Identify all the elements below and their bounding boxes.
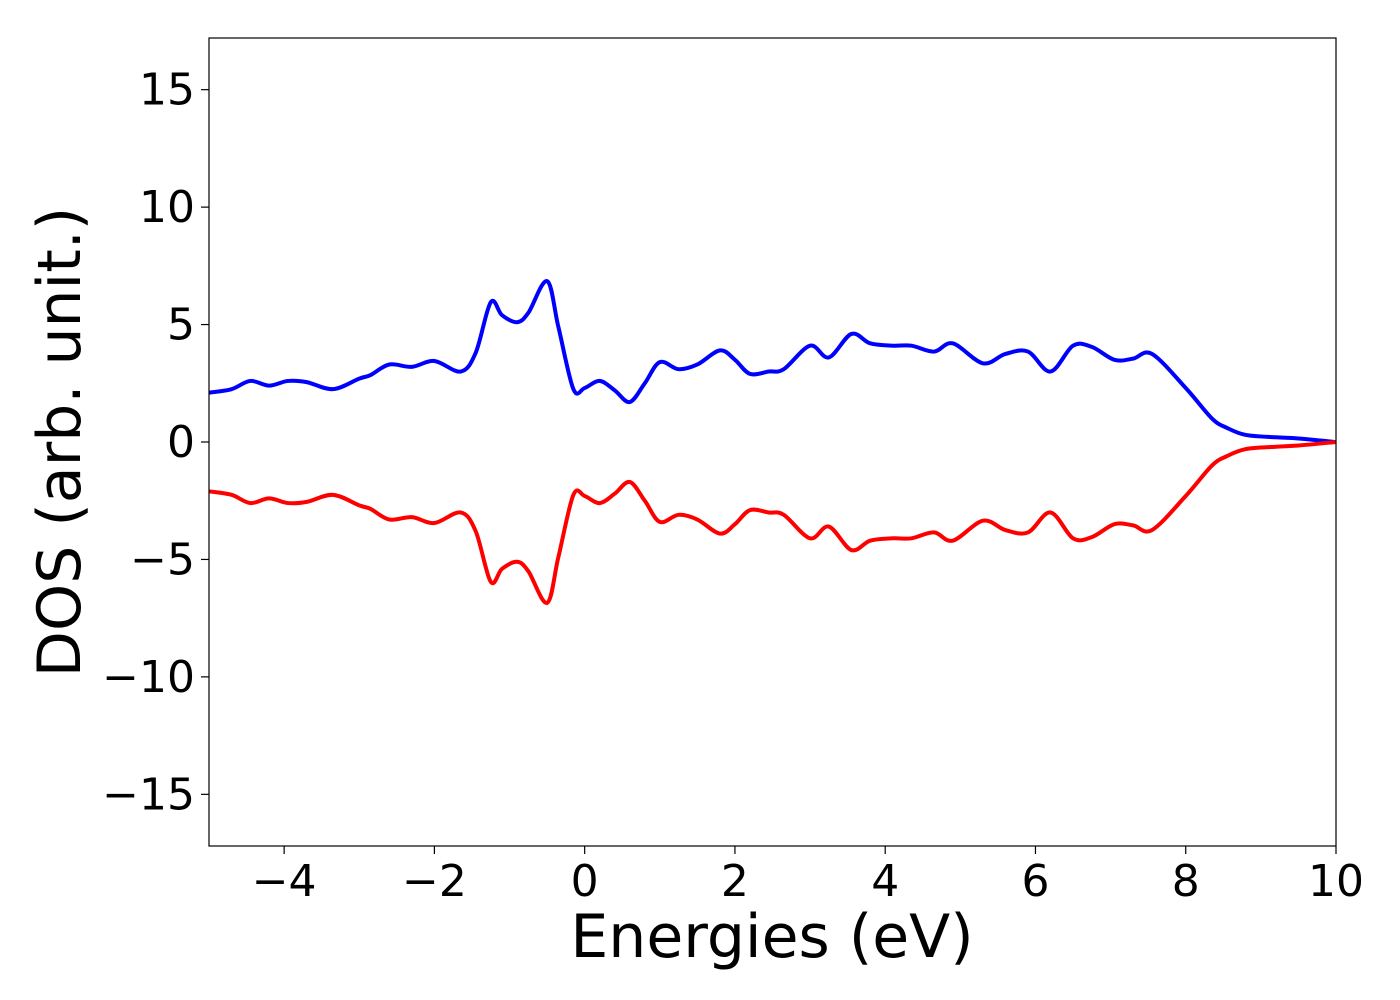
- y-tick-label: −5: [130, 534, 195, 585]
- y-axis-title: DOS (arb. unit.): [25, 207, 95, 677]
- y-tick-label: −10: [102, 652, 195, 703]
- series-line-spin-down: [208, 440, 1337, 605]
- x-tick-label: −2: [402, 856, 467, 907]
- x-axis-title: Energies (eV): [570, 902, 973, 972]
- x-tick-label: 10: [1308, 856, 1364, 907]
- x-tick-label: 8: [1172, 856, 1200, 907]
- x-tick-label: 2: [721, 856, 749, 907]
- plot-frame: [208, 37, 1337, 847]
- x-tick-label: 0: [571, 856, 599, 907]
- y-tick-label: −15: [102, 769, 195, 820]
- y-tick-label: 0: [167, 417, 195, 468]
- x-tick-label: −4: [252, 856, 317, 907]
- x-axis: −4 −2 0 2 4 6 8 10: [252, 846, 1364, 907]
- y-tick-label: 15: [139, 65, 195, 116]
- y-tick-label: 10: [139, 182, 195, 233]
- y-axis: −15 −10 −5 0 5 10 15: [102, 65, 209, 820]
- series-layer: [208, 279, 1337, 605]
- x-tick-label: 6: [1021, 856, 1049, 907]
- y-tick-label: 5: [167, 300, 195, 351]
- x-tick-label: 4: [871, 856, 899, 907]
- series-line-spin-up: [208, 279, 1337, 444]
